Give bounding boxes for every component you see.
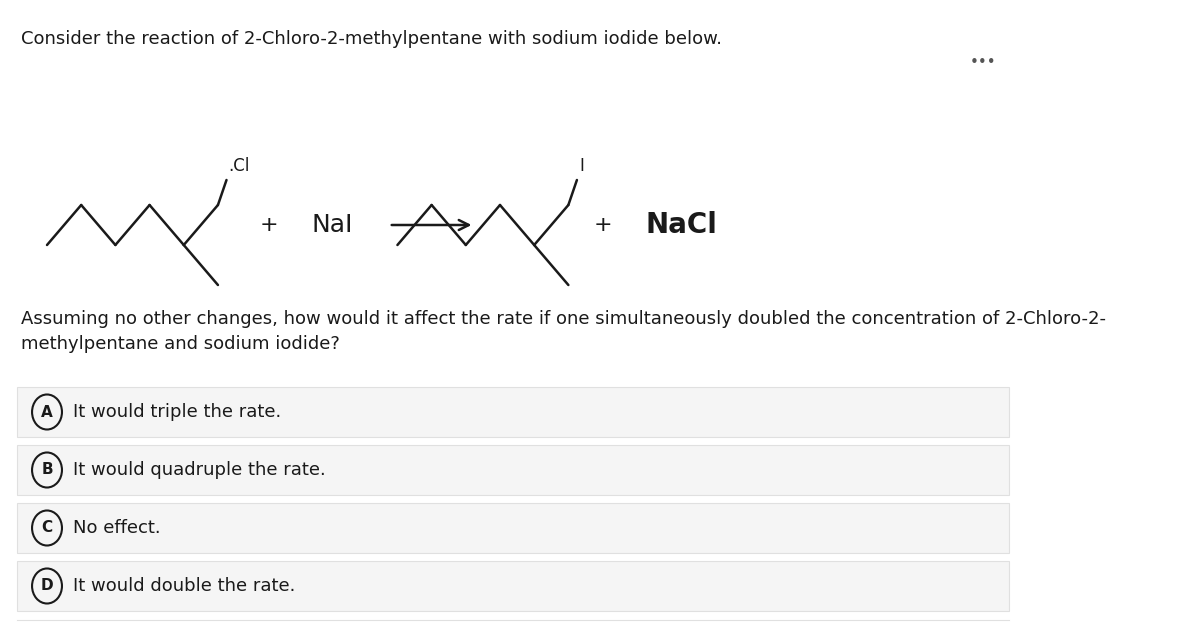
Text: Assuming no other changes, how would it affect the rate if one simultaneously do: Assuming no other changes, how would it …	[22, 310, 1106, 353]
Text: +: +	[593, 215, 612, 235]
FancyBboxPatch shape	[17, 503, 1008, 553]
Text: It would quadruple the rate.: It would quadruple the rate.	[73, 461, 325, 479]
Text: B: B	[41, 463, 53, 477]
Text: NaI: NaI	[312, 213, 354, 237]
Text: It would triple the rate.: It would triple the rate.	[73, 403, 281, 421]
Text: .Cl: .Cl	[228, 157, 250, 175]
FancyBboxPatch shape	[17, 387, 1008, 437]
Text: +: +	[260, 215, 278, 235]
Text: •••: •••	[970, 55, 996, 70]
Text: No effect.: No effect.	[73, 519, 161, 537]
Text: A: A	[41, 404, 53, 419]
Text: NaCl: NaCl	[646, 211, 718, 239]
Text: I: I	[580, 157, 584, 175]
FancyBboxPatch shape	[17, 445, 1008, 495]
FancyBboxPatch shape	[17, 561, 1008, 611]
Text: C: C	[42, 520, 53, 536]
Text: It would double the rate.: It would double the rate.	[73, 577, 295, 595]
Text: D: D	[41, 579, 53, 593]
Text: Consider the reaction of 2-Chloro-2-methylpentane with sodium iodide below.: Consider the reaction of 2-Chloro-2-meth…	[22, 30, 722, 48]
